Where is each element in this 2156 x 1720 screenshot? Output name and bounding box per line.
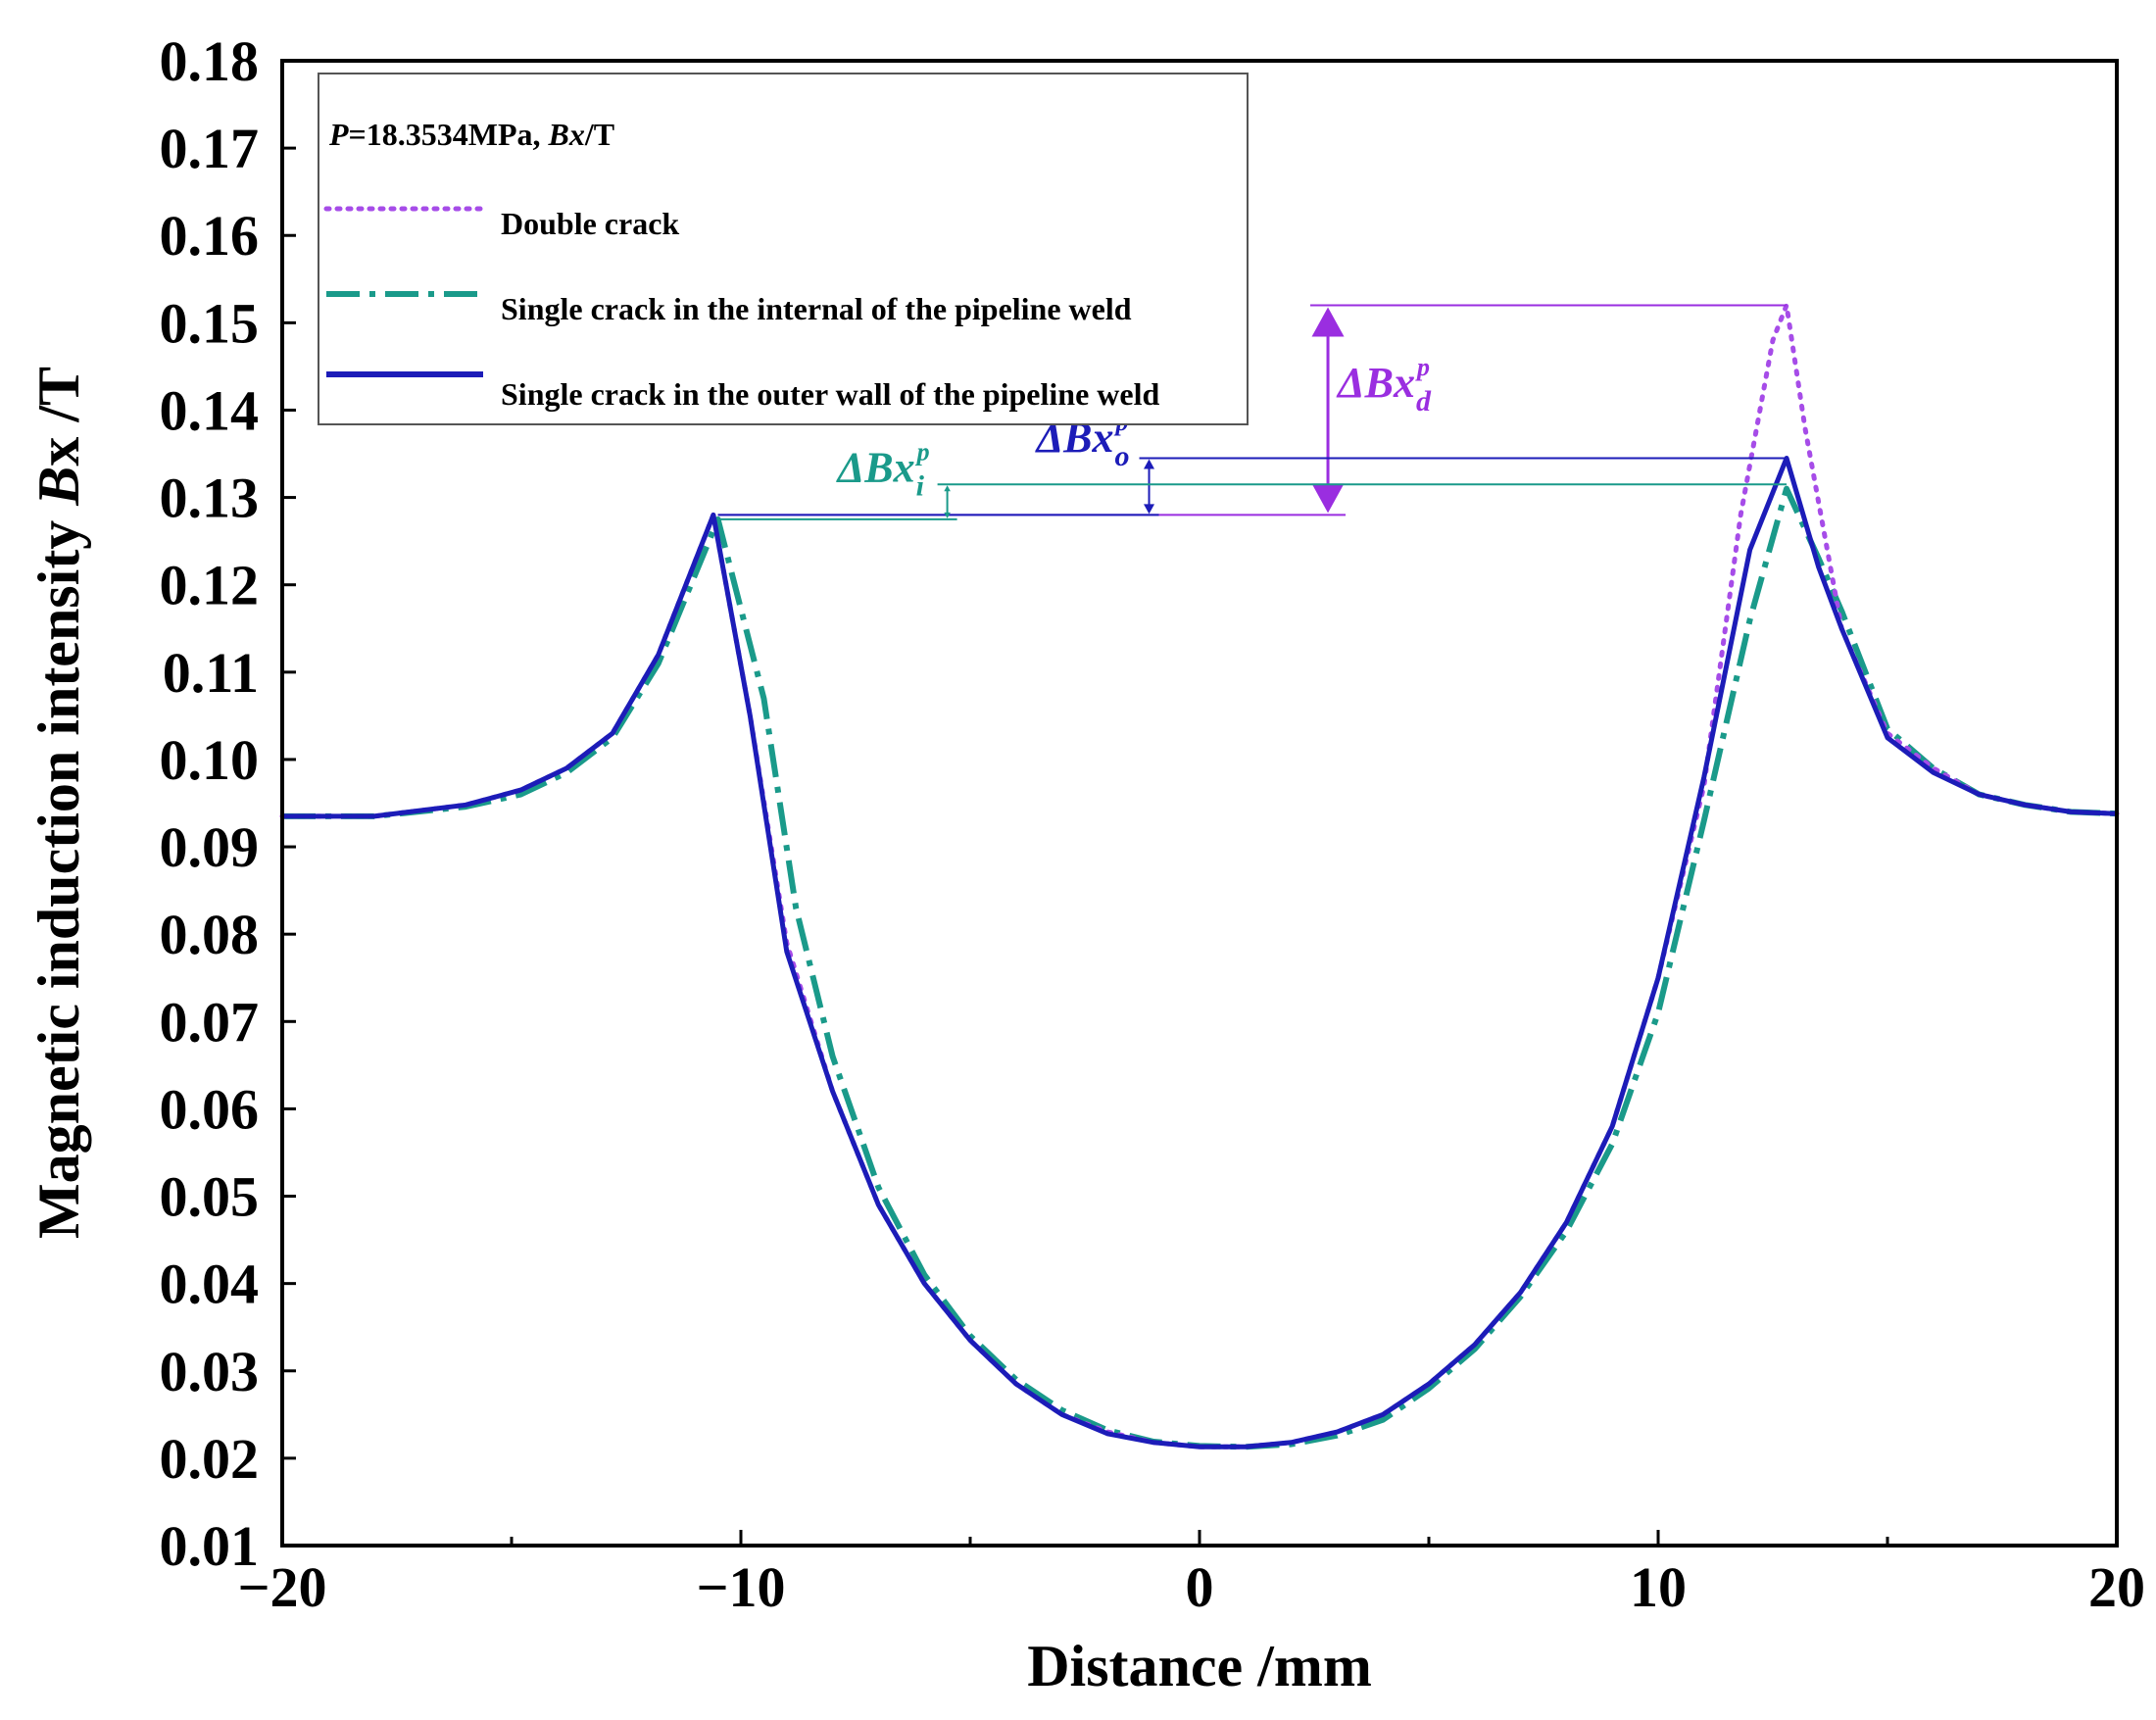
y-axis-title: Magnetic induction intensity Bx /T (26, 367, 91, 1239)
legend-header-unit: /T (584, 117, 614, 152)
x-tick-label: −20 (237, 1555, 326, 1619)
y-tick-label: 0.05 (160, 1165, 260, 1229)
x-tick-label: −10 (696, 1555, 785, 1619)
x-tick-label: 10 (1630, 1555, 1687, 1619)
annotation-label-i: ΔBxp i (836, 438, 930, 503)
y-tick-label: 0.15 (160, 291, 260, 355)
y-tick-label: 0.17 (160, 117, 260, 180)
annotation-arrowhead (1144, 459, 1155, 469)
legend-header: P=18.3534MPa, Bx/T (328, 117, 614, 152)
y-tick-label: 0.06 (160, 1077, 260, 1141)
annotation-label-d: ΔBxp d (1336, 353, 1432, 418)
y-axis-title-prefix: Magnetic induction intensity (26, 506, 91, 1239)
y-tick-label: 0.10 (160, 728, 260, 792)
y-tick-label: 0.18 (160, 29, 260, 93)
legend-header-p: P (328, 117, 349, 152)
annotation-arrowhead (944, 512, 951, 518)
legend: P=18.3534MPa, Bx/T Double crack Single c… (318, 73, 1249, 425)
legend-header-mid: =18.3534MPa, (349, 117, 549, 152)
series-line-outer-wall-crack (282, 456, 2118, 1450)
y-axis-title-var: B (26, 467, 91, 507)
y-tick-label: 0.14 (160, 378, 260, 442)
x-tick-label: 20 (2088, 1555, 2145, 1619)
annotation-arrowhead (1311, 307, 1345, 337)
y-tick-label: 0.04 (160, 1253, 260, 1316)
y-tick-label: 0.09 (160, 815, 260, 879)
x-axis-title: Distance /mm (1027, 1634, 1372, 1698)
series-layer (279, 303, 2120, 1450)
annotation-arrowhead (1144, 504, 1155, 515)
y-tick-label: 0.16 (160, 204, 260, 268)
y-tick-label: 0.12 (160, 554, 260, 617)
y-tick-label: 0.07 (160, 990, 260, 1054)
legend-box (318, 73, 1249, 425)
x-tick-label: 0 (1186, 1555, 1214, 1619)
legend-label-outer-wall-crack: Single crack in the outer wall of the pi… (501, 376, 1159, 412)
y-tick-label: 0.01 (160, 1514, 260, 1578)
y-tick-label: 0.02 (160, 1427, 260, 1491)
tick-layer: 0.01 0.02 0.03 0.04 0.05 0.06 0.07 0.08 0.09 0.10… (160, 29, 2146, 1619)
legend-label-internal-crack: Single crack in the internal of the pipe… (501, 291, 1132, 326)
y-tick-label: 0.11 (163, 641, 259, 705)
y-axis-title-suffix: x /T (26, 367, 91, 467)
annotation-arrowhead (1311, 483, 1345, 514)
y-tick-label: 0.03 (160, 1340, 260, 1403)
y-tick-label: 0.13 (160, 467, 260, 530)
annotation-arrowhead (944, 485, 951, 492)
annotation-layer: ΔBxpdΔBxpoΔBxpi (717, 304, 1788, 520)
y-tick-label: 0.08 (160, 903, 260, 966)
legend-label-double-crack: Double crack (501, 206, 679, 241)
legend-header-bx: Bx (548, 117, 585, 152)
